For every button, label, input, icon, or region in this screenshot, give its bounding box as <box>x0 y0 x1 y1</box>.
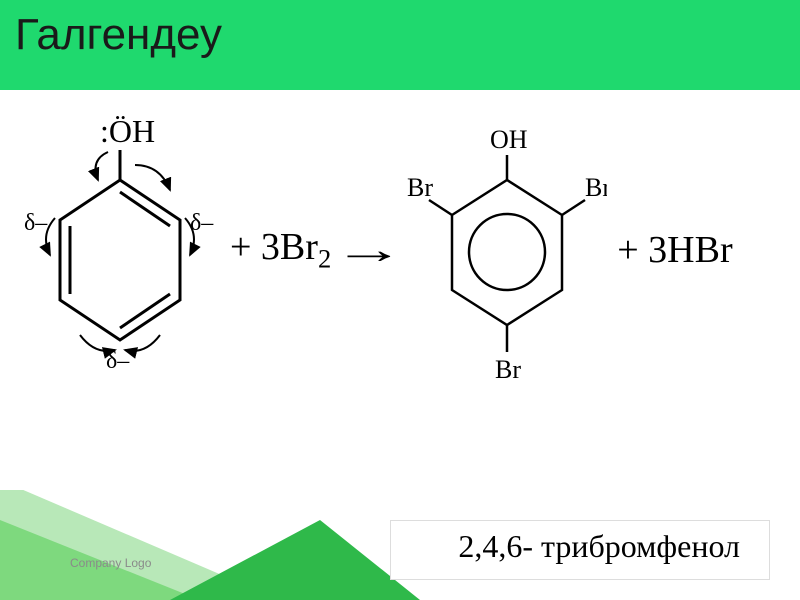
reactant-phenol: :ÖH δ– δ– δ– <box>20 110 220 390</box>
reagent-formula: + 3Br2 <box>230 225 331 275</box>
product-name-text: 2,4,6- трибромфенол <box>458 528 740 565</box>
page-title: Галгендеу <box>15 10 785 60</box>
byproduct-formula: + 3HBr <box>617 228 732 272</box>
footer-company-logo: Company Logo <box>70 556 151 570</box>
product-br-label-2: Br <box>585 173 607 202</box>
product-oh-label: OH <box>490 125 528 154</box>
reaction-content: :ÖH δ– δ– δ– + 3Br2 <box>0 90 800 490</box>
reaction-arrow: → <box>333 228 405 273</box>
product-tribromophenol: OH Br Br Br <box>407 110 607 390</box>
reaction-row: :ÖH δ– δ– δ– + 3Br2 <box>0 110 800 390</box>
header-bar: Галгендеу <box>0 0 800 90</box>
product-br-label-3: Br <box>495 355 521 384</box>
delta-label-1: δ– <box>24 210 48 236</box>
product-br-label-1: Br <box>407 173 433 202</box>
oh-label: :ÖH <box>100 113 155 149</box>
